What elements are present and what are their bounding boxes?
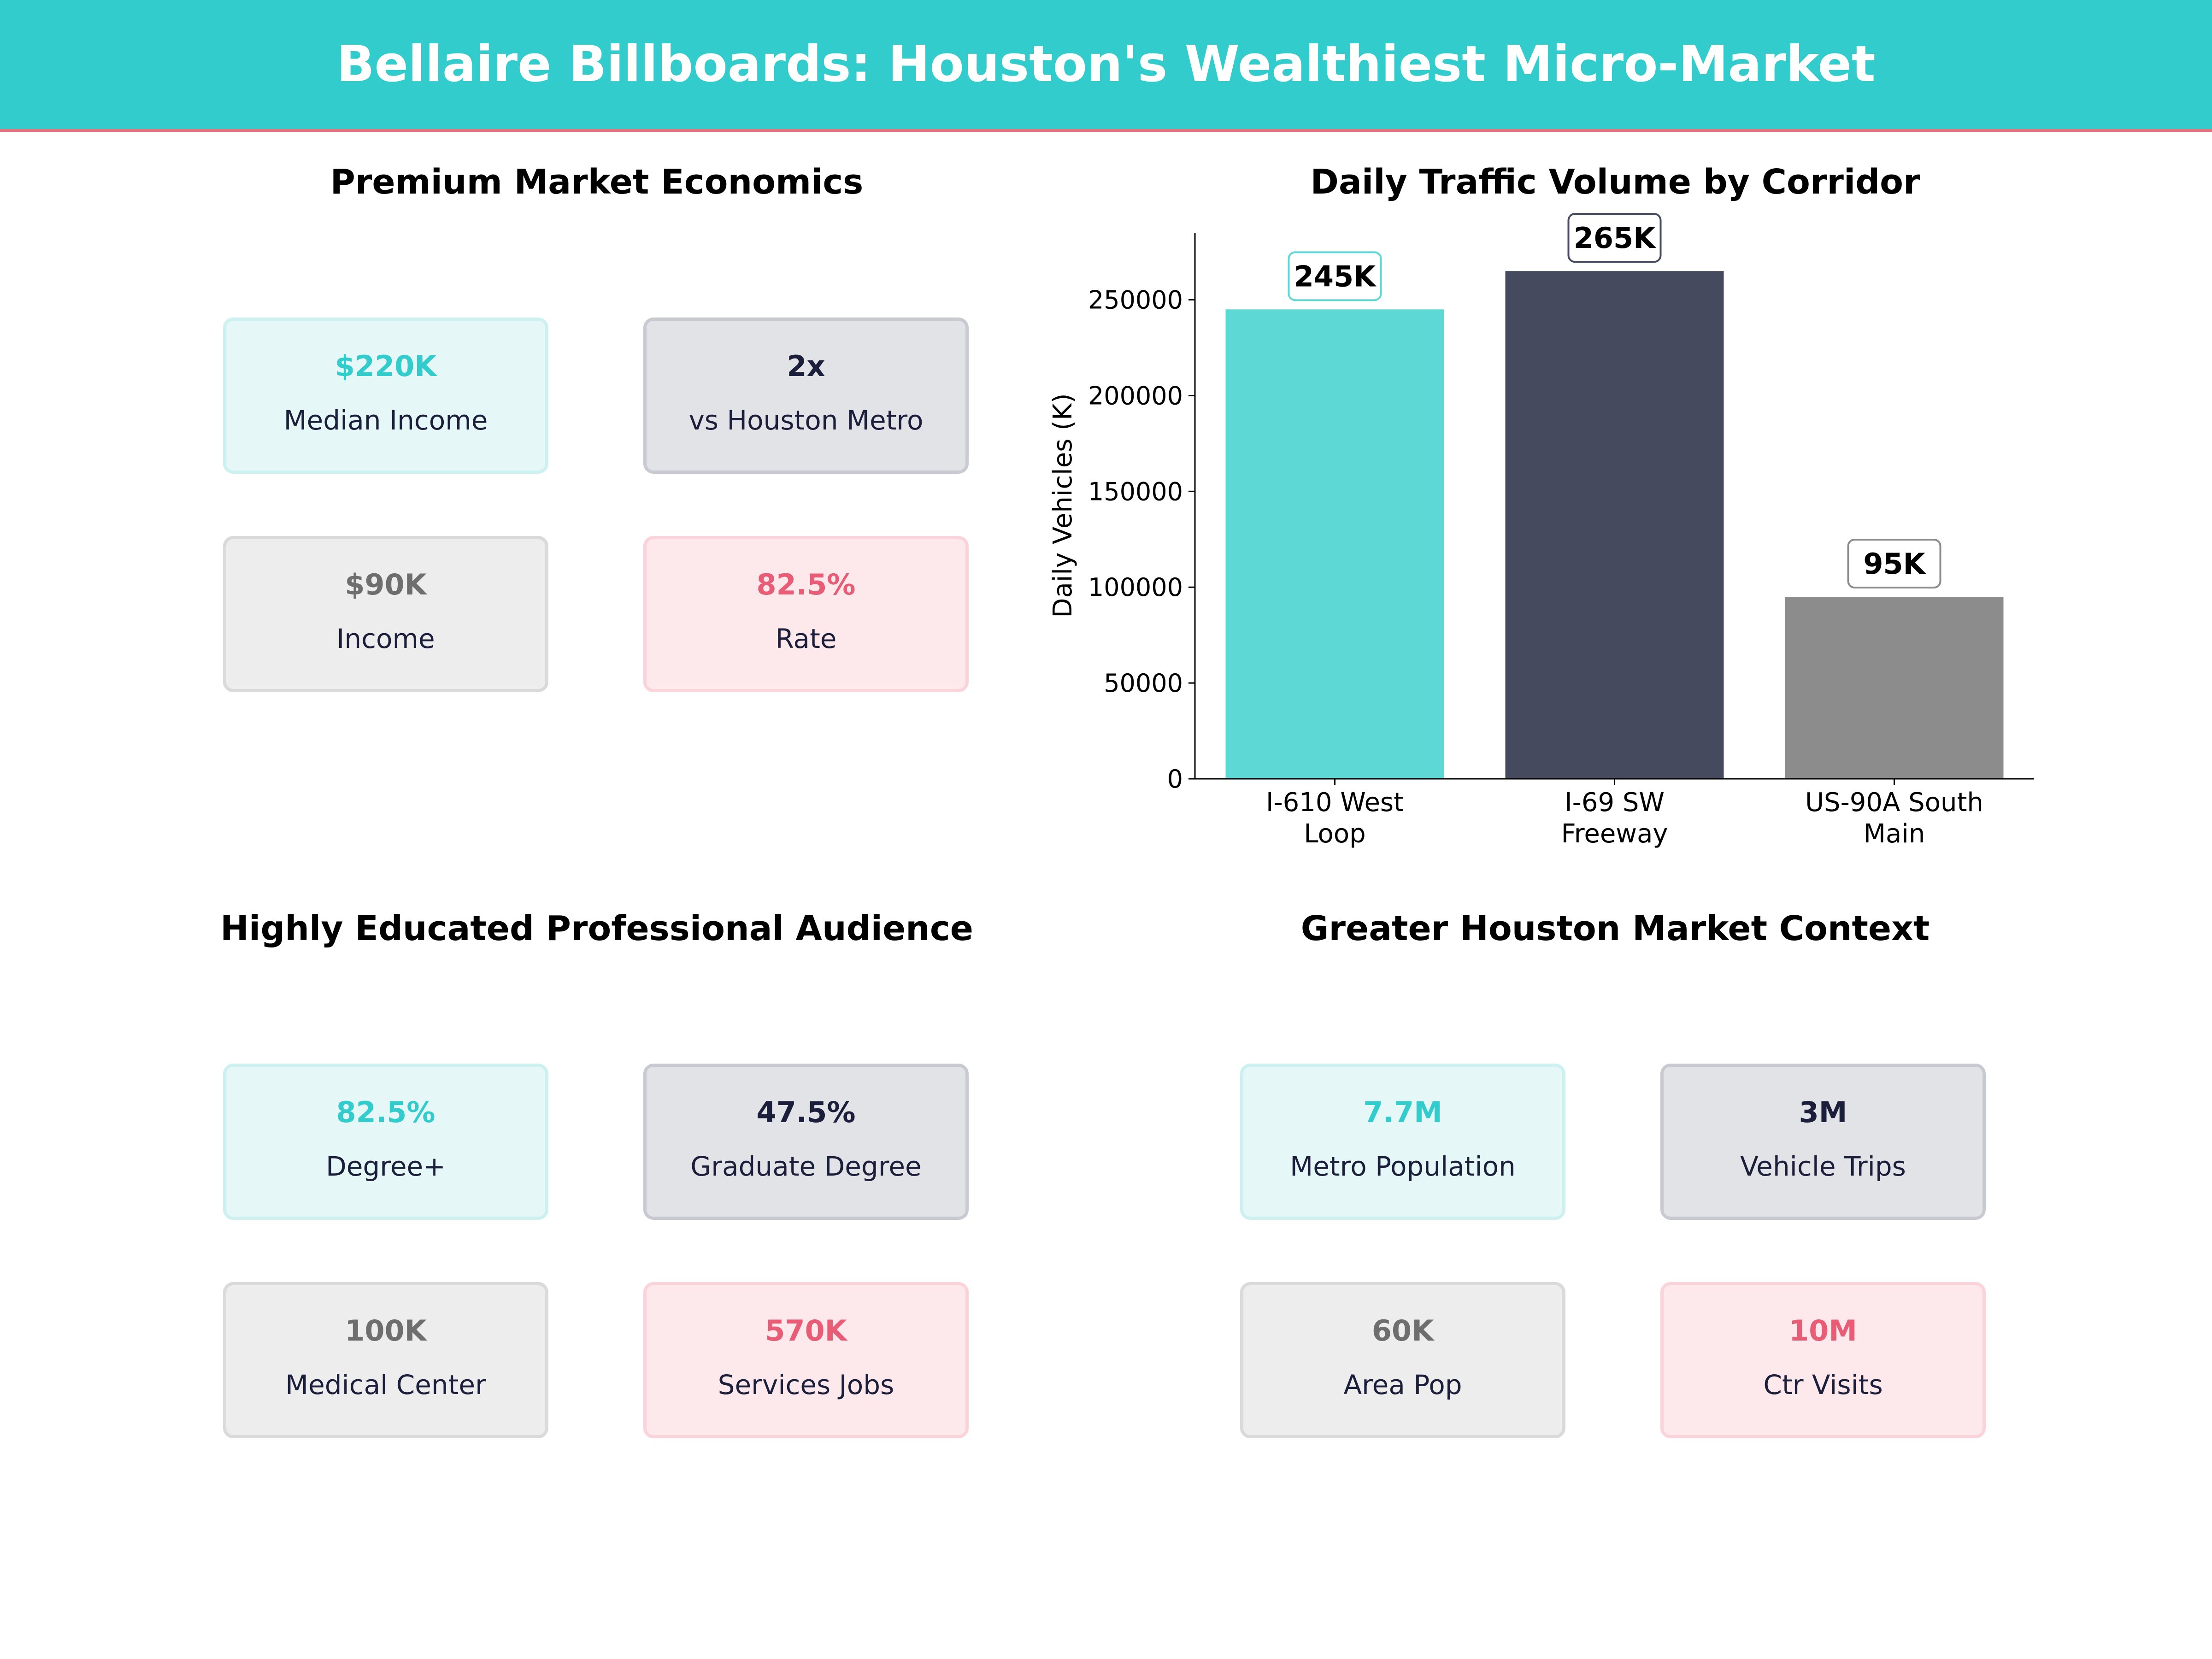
stat-value: 10M	[1789, 1314, 1857, 1347]
page-title: Bellaire Billboards: Houston's Wealthies…	[336, 35, 1876, 93]
data-label-box	[1567, 213, 1662, 263]
stat-label: Income	[336, 623, 435, 654]
audience-stat-card: 82.5% Degree+	[223, 1064, 548, 1220]
bar	[1785, 597, 2004, 779]
bar	[1225, 309, 1444, 779]
context-stat-card: 7.7M Metro Population	[1240, 1064, 1565, 1220]
y-tick-label: 250000	[1088, 286, 1183, 315]
context-stat-card: 60K Area Pop	[1240, 1282, 1565, 1438]
data-label-box	[1847, 539, 1941, 588]
stat-label: Degree+	[326, 1151, 446, 1182]
y-tick-label: 100000	[1088, 573, 1183, 602]
stat-value: 2x	[787, 349, 825, 383]
audience-title: Highly Educated Professional Audience	[220, 909, 973, 948]
y-tick-label: 200000	[1088, 381, 1183, 410]
stat-value: $220K	[335, 349, 437, 383]
stat-label: Vehicle Trips	[1740, 1151, 1906, 1182]
y-axis-label: Daily Vehicles (K)	[1048, 393, 1078, 618]
context-title: Greater Houston Market Context	[1300, 909, 1930, 948]
audience-stat-card: 47.5% Graduate Degree	[643, 1064, 969, 1220]
stat-label: Graduate Degree	[690, 1151, 922, 1182]
stat-value: 3M	[1799, 1095, 1847, 1129]
stat-value: 82.5%	[336, 1095, 435, 1129]
stat-label: Rate	[775, 623, 837, 654]
data-label-box	[1288, 251, 1382, 301]
stat-value: 82.5%	[756, 568, 856, 601]
audience-stat-card: 100K Medical Center	[223, 1282, 548, 1438]
data-label: 95K	[1863, 547, 1926, 581]
audience-stat-card: 570K Services Jobs	[643, 1282, 969, 1438]
stat-label: Area Pop	[1343, 1369, 1462, 1400]
data-label: 265K	[1574, 221, 1656, 255]
y-tick-label: 0	[1167, 765, 1183, 794]
y-tick-label: 150000	[1088, 477, 1183, 506]
stat-value: 47.5%	[756, 1095, 856, 1129]
stat-label: Median Income	[283, 405, 488, 436]
stat-value: 60K	[1371, 1314, 1434, 1347]
bar	[1505, 271, 1724, 779]
x-tick-label: US-90A South Main	[1805, 788, 1983, 849]
context-stat-card: 10M Ctr Visits	[1660, 1282, 1986, 1438]
stat-label: Services Jobs	[718, 1369, 894, 1400]
x-tick-label: I-610 West Loop	[1266, 788, 1404, 849]
economics-stat-card: 82.5% Rate	[643, 536, 969, 692]
economics-stat-card: $220K Median Income	[223, 318, 548, 474]
stat-value: $90K	[345, 568, 427, 601]
stat-value: 570K	[765, 1314, 847, 1347]
stat-value: 7.7M	[1363, 1095, 1442, 1129]
economics-stat-card: $90K Income	[223, 536, 548, 692]
stat-value: 100K	[345, 1314, 427, 1347]
chart-title: Daily Traffic Volume by Corridor	[1310, 162, 1920, 202]
stat-label: Ctr Visits	[1763, 1369, 1883, 1400]
economics-stat-card: 2x vs Houston Metro	[643, 318, 969, 474]
stat-label: vs Houston Metro	[688, 405, 924, 436]
economics-title: Premium Market Economics	[330, 162, 864, 202]
data-label: 245K	[1294, 259, 1377, 293]
stat-label: Medical Center	[285, 1369, 486, 1400]
context-stat-card: 3M Vehicle Trips	[1660, 1064, 1986, 1220]
stat-label: Metro Population	[1290, 1151, 1516, 1182]
x-tick-label: I-69 SW Freeway	[1561, 788, 1668, 849]
y-tick-label: 50000	[1104, 669, 1183, 698]
header-banner: Bellaire Billboards: Houston's Wealthies…	[0, 0, 2212, 132]
